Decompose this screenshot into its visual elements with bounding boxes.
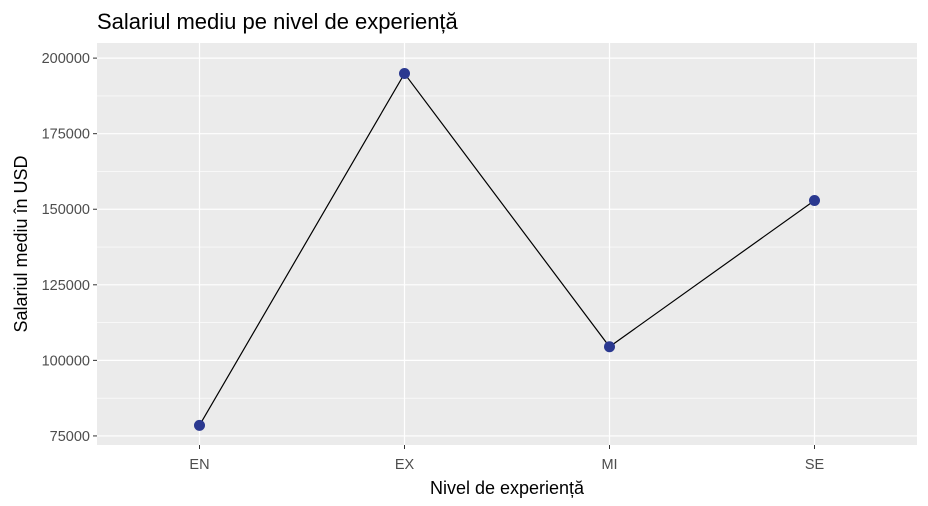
x-tick-labels: EN EX MI SE	[189, 457, 824, 473]
y-tick-label: 150000	[42, 202, 90, 218]
x-tick-label: SE	[805, 457, 825, 473]
series-line	[198, 72, 815, 426]
x-axis-title: Nivel de experiență	[430, 478, 585, 498]
data-point-ex	[399, 68, 410, 80]
y-tick-label: 200000	[42, 51, 90, 67]
grid-major	[97, 43, 917, 445]
y-tick-label: 100000	[42, 353, 90, 369]
y-axis-title: Salariul mediu în USD	[11, 155, 31, 332]
data-point-se	[809, 194, 820, 206]
axis-ticks	[93, 57, 815, 449]
y-tick-label: 75000	[50, 429, 90, 445]
data-point-en	[194, 419, 205, 431]
chart-title: Salariul mediu pe nivel de experiență	[97, 9, 459, 34]
plot-panel	[97, 43, 917, 445]
data-point-mi	[604, 341, 615, 353]
y-tick-label: 175000	[42, 127, 90, 143]
x-tick-label: MI	[601, 457, 617, 473]
y-tick-labels: 75000 100000 125000 150000 175000 200000	[42, 51, 90, 445]
grid-minor	[97, 95, 917, 399]
x-tick-label: EX	[395, 457, 415, 473]
series	[194, 68, 820, 431]
x-tick-label: EN	[189, 457, 209, 473]
y-tick-label: 125000	[42, 278, 90, 294]
